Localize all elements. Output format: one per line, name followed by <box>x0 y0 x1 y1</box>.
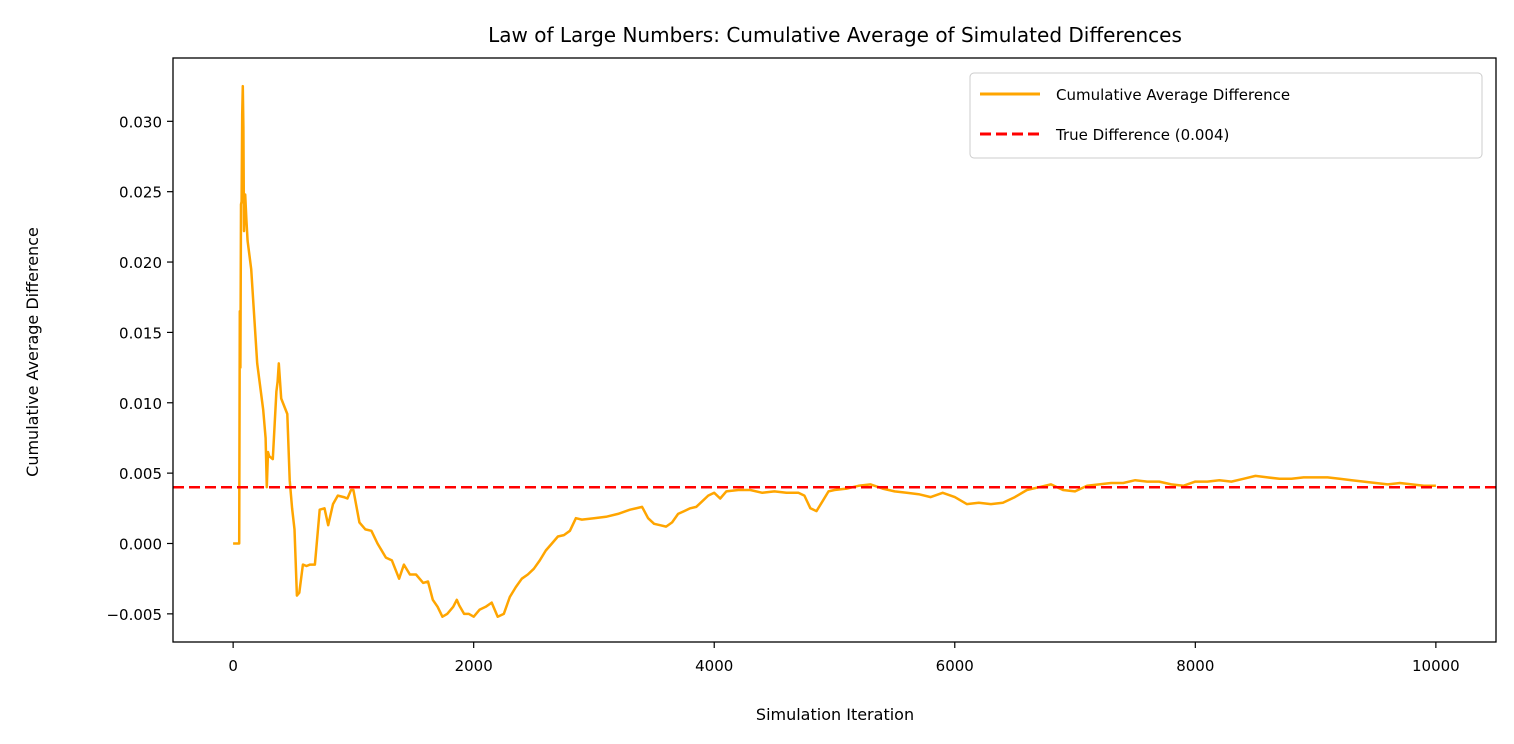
plot-area <box>172 57 1497 643</box>
x-tick-label: 0 <box>228 657 238 675</box>
y-tick-label: 0.025 <box>119 184 162 202</box>
legend: Cumulative Average Difference True Diffe… <box>969 72 1483 159</box>
legend-box <box>969 72 1483 159</box>
y-tick-label: −0.005 <box>106 606 162 624</box>
y-tick-label: 0.005 <box>119 465 162 483</box>
y-tick-label: 0.030 <box>119 113 162 131</box>
chart-title: Law of Large Numbers: Cumulative Average… <box>488 23 1182 47</box>
x-axis: 0 2000 4000 6000 8000 10000 <box>228 642 1460 675</box>
y-axis-label: Cumulative Average Difference <box>23 227 42 477</box>
legend-label-cumulative-average: Cumulative Average Difference <box>1056 86 1290 104</box>
series-line-cumulative-average <box>233 84 1436 618</box>
legend-label-true-difference: True Difference (0.004) <box>1055 126 1229 144</box>
x-axis-label: Simulation Iteration <box>756 705 914 724</box>
x-tick-label: 4000 <box>695 657 733 675</box>
x-tick-label: 8000 <box>1176 657 1214 675</box>
x-tick-label: 2000 <box>455 657 493 675</box>
x-tick-label: 6000 <box>936 657 974 675</box>
y-tick-label: 0.015 <box>119 324 162 342</box>
y-axis: −0.005 0.000 0.005 0.010 0.015 0.020 0.025 0.03… <box>106 113 173 624</box>
y-tick-label: 0.000 <box>119 535 162 553</box>
axes-frame <box>172 57 1497 643</box>
y-tick-label: 0.010 <box>119 395 162 413</box>
y-tick-label: 0.020 <box>119 254 162 272</box>
x-tick-label: 10000 <box>1412 657 1460 675</box>
